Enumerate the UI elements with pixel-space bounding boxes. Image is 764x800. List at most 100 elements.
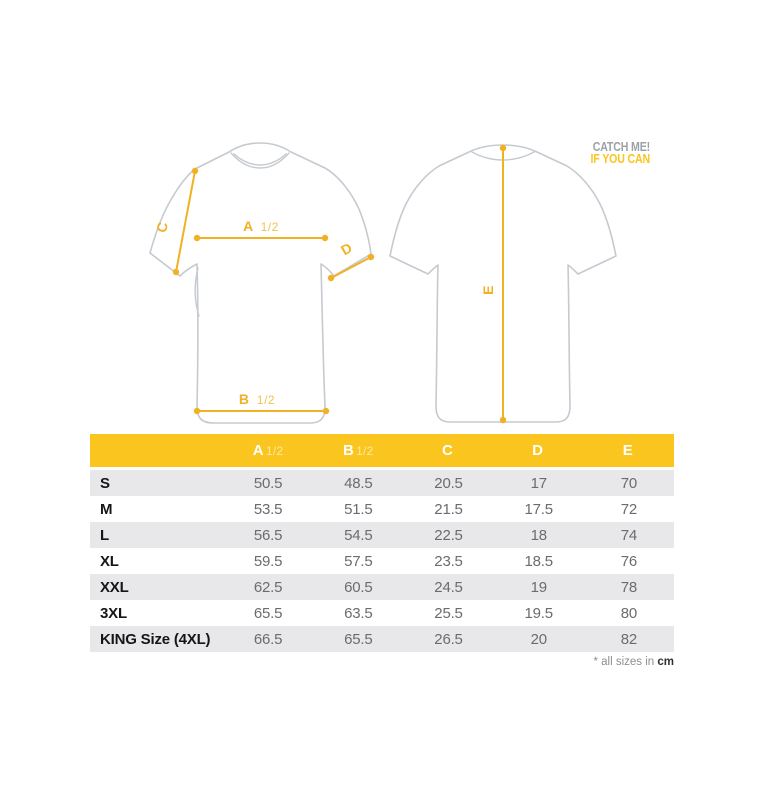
cell-e: 72 <box>620 500 638 518</box>
cell-a: 65.5 <box>253 604 283 622</box>
measure-c: C <box>153 167 199 276</box>
cell-c: 23.5 <box>434 552 463 570</box>
row-label: 3XL <box>100 604 127 622</box>
measure-e-dot-top <box>499 144 507 152</box>
cell-b: 48.5 <box>344 474 373 492</box>
cell-b: 54.5 <box>344 526 373 544</box>
header-col-a: A 1/2 <box>223 442 313 459</box>
table-row-xl: XL 59.5 57.5 23.5 18.5 76 <box>90 548 674 574</box>
measure-e: E <box>480 144 507 424</box>
tshirt-front <box>149 142 372 424</box>
measure-c-label: C <box>153 220 171 234</box>
table-row-s: S 50.5 48.5 20.5 17 70 <box>90 470 674 496</box>
tshirt-measurement-diagram: C A 1/2 D B 1/2 <box>149 142 617 424</box>
units-footnote: * all sizes in cm <box>90 656 674 668</box>
measure-c-line <box>175 170 196 273</box>
measure-e-label: E <box>480 285 496 295</box>
tshirt-front-wrinkle <box>194 267 200 317</box>
measure-a-frac: 1/2 <box>261 220 279 234</box>
measure-a: A 1/2 <box>193 218 329 242</box>
cell-e: 78 <box>620 578 638 596</box>
measure-b: B 1/2 <box>193 391 330 415</box>
header-col-b-letter: B <box>342 442 355 459</box>
row-label: L <box>100 526 109 544</box>
cell-a: 66.5 <box>253 630 283 648</box>
header-col-a-frac: 1/2 <box>265 444 284 458</box>
cell-e: 70 <box>620 474 638 492</box>
measure-c-dot-top <box>191 167 199 175</box>
cell-a: 56.5 <box>253 526 283 544</box>
measure-b-dot-left <box>193 407 201 415</box>
cell-d: 19 <box>530 578 547 596</box>
row-label: KING Size (4XL) <box>100 630 211 648</box>
row-label: M <box>100 500 113 518</box>
row-label: S <box>100 474 110 492</box>
row-label: XXL <box>100 578 129 596</box>
size-table: A 1/2 B 1/2 C D E S 50.5 48.5 20.5 17 70 M… <box>90 434 674 652</box>
header-col-b: B 1/2 <box>313 442 403 459</box>
row-label: XL <box>100 552 119 570</box>
measure-a-letter: A <box>243 218 253 234</box>
cell-c: 26.5 <box>434 630 463 648</box>
footnote-unit: cm <box>657 656 674 668</box>
cell-c: 24.5 <box>434 578 463 596</box>
slogan-line2: IF YOU CAN <box>590 152 651 166</box>
cell-e: 80 <box>620 604 638 622</box>
measure-a-dot-right <box>321 234 329 242</box>
measure-b-dot-right <box>322 407 330 415</box>
header-col-b-frac: 1/2 <box>356 444 374 458</box>
size-table-header: A 1/2 B 1/2 C D E <box>90 434 674 467</box>
cell-b: 60.5 <box>344 578 373 596</box>
measure-e-dot-bottom <box>499 416 507 424</box>
cell-c: 25.5 <box>434 604 463 622</box>
measure-a-label: A 1/2 <box>243 218 279 234</box>
measure-b-letter: B <box>239 391 250 407</box>
cell-c: 21.5 <box>434 500 463 518</box>
header-col-e: E <box>584 442 674 459</box>
cell-a: 59.5 <box>253 552 283 570</box>
header-col-c-letter: C <box>441 442 454 459</box>
header-col-d-letter: D <box>532 442 544 459</box>
header-col-e-letter: E <box>622 442 634 459</box>
table-row-m: M 53.5 51.5 21.5 17.5 72 <box>90 496 674 522</box>
measure-d-line <box>330 256 372 279</box>
cell-b: 65.5 <box>344 630 373 648</box>
table-row-king-4xl: KING Size (4XL) 66.5 65.5 26.5 20 82 <box>90 626 674 652</box>
cell-a: 50.5 <box>253 474 283 492</box>
measure-b-label: B 1/2 <box>239 391 275 407</box>
cell-b: 57.5 <box>344 552 373 570</box>
measure-a-dot-left <box>193 234 201 242</box>
header-col-c: C <box>403 442 493 459</box>
header-col-a-letter: A <box>252 442 264 459</box>
tshirt-front-collar-rib <box>233 153 287 166</box>
cell-d: 20 <box>530 630 547 648</box>
tshirt-front-outline <box>149 142 372 424</box>
cell-c: 20.5 <box>434 474 463 492</box>
cell-d: 19.5 <box>524 604 554 622</box>
measure-c-dot-bottom <box>172 268 180 276</box>
cell-c: 22.5 <box>434 526 463 544</box>
header-col-d: D <box>494 442 584 459</box>
tshirt-front-neckline <box>230 152 290 169</box>
cell-d: 17.5 <box>524 500 554 518</box>
cell-d: 17 <box>530 474 547 492</box>
table-row-3xl: 3XL 65.5 63.5 25.5 19.5 80 <box>90 600 674 626</box>
measure-d-dot-right <box>367 253 375 261</box>
cell-e: 76 <box>620 552 638 570</box>
cell-d: 18 <box>530 526 547 544</box>
table-row-l: L 56.5 54.5 22.5 18 74 <box>90 522 674 548</box>
slogan-line1: CATCH ME! <box>592 140 650 154</box>
cell-e: 74 <box>620 526 638 544</box>
table-row-xxl: XXL 62.5 60.5 24.5 19 78 <box>90 574 674 600</box>
footnote-text: * all sizes in <box>593 656 658 668</box>
cell-a: 62.5 <box>253 578 283 596</box>
measure-d-dot-left <box>327 274 335 282</box>
cell-b: 51.5 <box>344 500 373 518</box>
cell-a: 53.5 <box>253 500 283 518</box>
cell-b: 63.5 <box>344 604 373 622</box>
cell-e: 82 <box>620 630 638 648</box>
brand-slogan: CATCH ME! IF YOU CAN <box>489 140 651 166</box>
measure-b-frac: 1/2 <box>257 393 275 407</box>
cell-d: 18.5 <box>524 552 554 570</box>
